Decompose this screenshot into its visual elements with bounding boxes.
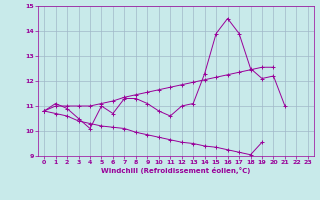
X-axis label: Windchill (Refroidissement éolien,°C): Windchill (Refroidissement éolien,°C) [101, 167, 251, 174]
